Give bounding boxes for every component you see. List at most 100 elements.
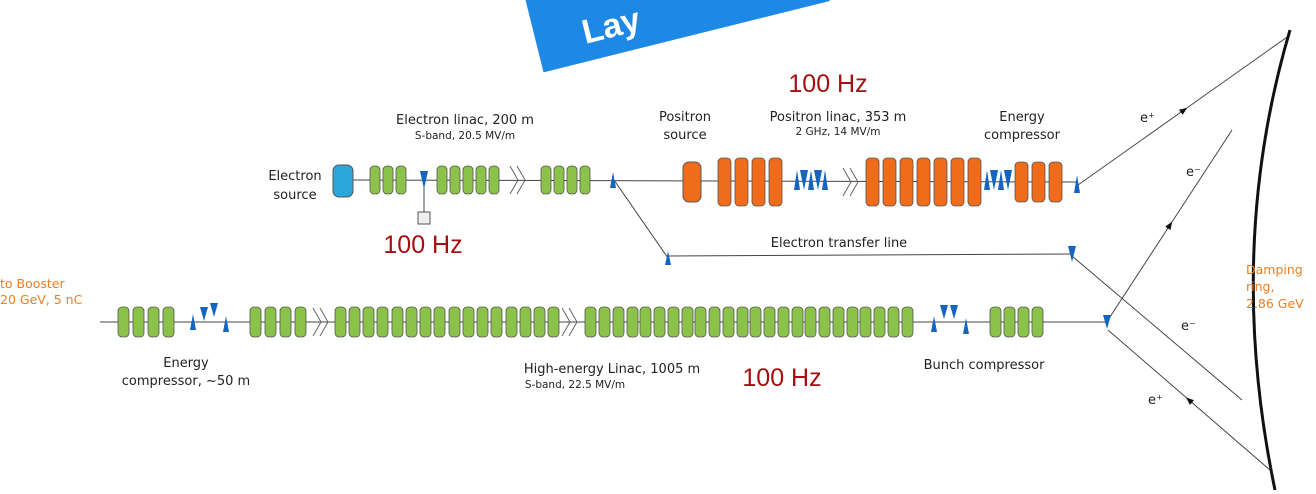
cavity	[639, 306, 652, 338]
cavity	[882, 157, 897, 207]
magnet	[420, 171, 428, 189]
magnet	[822, 170, 828, 190]
cavity	[791, 306, 804, 338]
cavity	[1014, 161, 1029, 203]
cavity	[391, 306, 404, 338]
magnet	[665, 251, 671, 265]
cavity	[832, 306, 845, 338]
magnet	[998, 170, 1004, 190]
cavity	[681, 306, 694, 338]
banner: Lay	[519, 0, 836, 79]
label: to Booster	[0, 276, 65, 291]
cavity	[1017, 306, 1030, 338]
cavity	[598, 306, 611, 338]
cavity	[967, 157, 982, 207]
magnet	[190, 314, 196, 330]
cavity	[395, 165, 407, 195]
cavity	[382, 165, 394, 195]
cavity	[768, 157, 783, 207]
cavity	[419, 306, 432, 338]
magnet	[223, 316, 229, 332]
label: Energy	[163, 356, 209, 371]
label: ring,	[1246, 279, 1274, 294]
break	[568, 307, 578, 337]
cavity	[1031, 306, 1044, 338]
cavity	[579, 165, 591, 195]
cavity	[612, 306, 625, 338]
cavity	[626, 306, 639, 338]
beam-line	[1077, 34, 1291, 186]
label: Damping	[1246, 262, 1303, 277]
cavity	[736, 306, 749, 338]
label: compressor	[984, 128, 1061, 143]
cavity	[916, 157, 931, 207]
magnet	[814, 170, 822, 190]
cavity	[777, 306, 790, 338]
magnet	[1004, 170, 1012, 190]
label: 2.86 GeV	[1246, 296, 1304, 311]
cavity	[734, 157, 749, 207]
cavity	[865, 157, 880, 207]
components	[117, 157, 1111, 338]
magnet	[808, 170, 814, 190]
cavity	[540, 165, 552, 195]
beam-line	[613, 179, 669, 259]
cavity	[362, 306, 375, 338]
cavity	[804, 306, 817, 338]
cavity	[989, 306, 1002, 338]
magnet	[963, 318, 969, 334]
cavity	[584, 306, 597, 338]
cavity	[859, 306, 872, 338]
cavity	[873, 306, 886, 338]
break	[842, 167, 852, 197]
magnet	[210, 303, 218, 317]
cavity	[694, 306, 707, 338]
beam-label: e⁻	[1181, 319, 1196, 334]
label: 2 GHz, 14 MV/m	[796, 126, 881, 138]
cavity	[264, 306, 277, 338]
cavity	[462, 306, 475, 338]
cavity	[899, 157, 914, 207]
beam-line	[1107, 129, 1233, 321]
break	[561, 307, 571, 337]
magnet	[794, 170, 800, 190]
cavity	[667, 306, 680, 338]
rate: 100 Hz	[383, 231, 462, 259]
cavity	[147, 306, 160, 338]
cavity	[708, 306, 721, 338]
label: compressor, ~50 m	[122, 374, 250, 389]
cavity	[887, 306, 900, 338]
break	[849, 167, 859, 197]
cavity	[334, 306, 347, 338]
cavity	[751, 157, 766, 207]
cavity	[749, 306, 762, 338]
label: Bunch compressor	[924, 358, 1045, 373]
break	[516, 165, 526, 195]
cavity	[369, 165, 381, 195]
cavity	[448, 306, 461, 338]
label: S-band, 22.5 MV/m	[525, 379, 625, 391]
cavity	[475, 165, 487, 195]
cavity	[433, 306, 446, 338]
magnet	[990, 170, 998, 190]
cavity	[818, 306, 831, 338]
label: Electron transfer line	[771, 236, 907, 251]
beam-line	[1071, 255, 1243, 401]
label: S-band, 20.5 MV/m	[415, 130, 515, 142]
magnet	[940, 305, 948, 319]
cavity	[533, 306, 546, 338]
cavity	[901, 306, 914, 338]
cavity	[462, 165, 474, 195]
magnet	[931, 316, 937, 332]
magnet	[950, 305, 958, 319]
magnet	[1068, 246, 1076, 262]
cavity	[132, 306, 145, 338]
cavity	[279, 306, 292, 338]
magnet	[800, 170, 808, 190]
cavity	[348, 306, 361, 338]
cavity	[490, 306, 503, 338]
label: Electron	[268, 169, 321, 184]
damping-ring	[1251, 29, 1292, 491]
